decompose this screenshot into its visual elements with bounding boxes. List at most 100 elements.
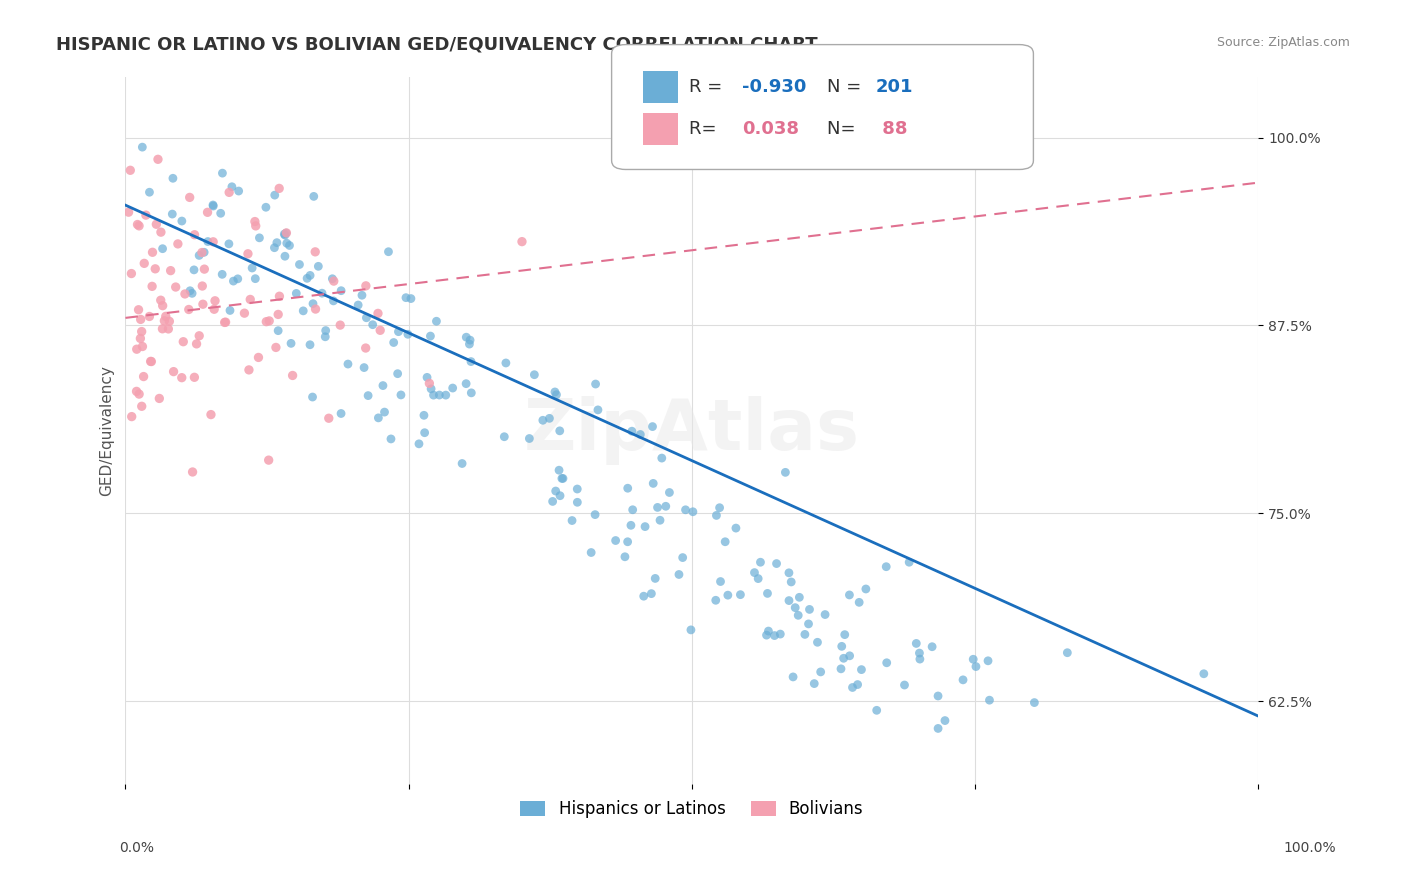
Point: [193, 245, 215, 260]
Point: [120, 163, 142, 178]
Point: [749, 555, 772, 569]
Point: [747, 572, 769, 586]
Point: [128, 302, 150, 317]
Point: [202, 199, 225, 213]
Legend: Hispanics or Latinos, Bolivians: Hispanics or Latinos, Bolivians: [513, 794, 870, 825]
Point: [134, 256, 156, 270]
Point: [855, 582, 877, 596]
Point: [799, 602, 821, 616]
Point: [247, 351, 270, 365]
Text: 100.0%: 100.0%: [1284, 841, 1336, 855]
Point: [730, 588, 752, 602]
Point: [714, 534, 737, 549]
Point: [159, 263, 181, 277]
Point: [181, 465, 204, 479]
Point: [145, 217, 167, 231]
Point: [209, 206, 232, 220]
Point: [682, 505, 704, 519]
Point: [789, 591, 811, 605]
Point: [132, 369, 155, 384]
Point: [548, 489, 571, 503]
Point: [541, 494, 564, 508]
Point: [841, 681, 863, 695]
Point: [249, 231, 271, 245]
Point: [810, 665, 832, 679]
Point: [177, 302, 200, 317]
Point: [413, 425, 436, 440]
Point: [613, 549, 636, 564]
Point: [233, 306, 256, 320]
Point: [763, 629, 786, 643]
Point: [174, 287, 197, 301]
Point: [183, 370, 205, 384]
Point: [152, 322, 174, 336]
Point: [876, 656, 898, 670]
Point: [162, 171, 184, 186]
Point: [704, 593, 727, 607]
Point: [510, 235, 533, 249]
Point: [962, 652, 984, 666]
Point: [908, 646, 931, 660]
Point: [170, 214, 193, 228]
Point: [456, 330, 478, 344]
Point: [395, 291, 418, 305]
Text: -0.930: -0.930: [742, 78, 807, 95]
Point: [672, 550, 695, 565]
Point: [315, 324, 337, 338]
Point: [377, 244, 399, 259]
Point: [495, 356, 517, 370]
Point: [243, 214, 266, 228]
Point: [221, 179, 243, 194]
Point: [834, 627, 856, 641]
Point: [706, 508, 728, 523]
Point: [519, 432, 541, 446]
Point: [717, 588, 740, 602]
Point: [851, 663, 873, 677]
Point: [266, 235, 288, 250]
Point: [389, 388, 412, 402]
Point: [905, 636, 928, 650]
Point: [152, 242, 174, 256]
Point: [202, 302, 225, 317]
Point: [285, 286, 308, 301]
Point: [427, 388, 450, 402]
Text: 88: 88: [876, 120, 907, 138]
Point: [373, 405, 395, 419]
Point: [441, 381, 464, 395]
Point: [141, 354, 163, 368]
Point: [898, 555, 921, 569]
Point: [181, 286, 204, 301]
Point: [605, 533, 627, 548]
Point: [197, 205, 219, 219]
Point: [307, 260, 329, 274]
Point: [301, 390, 323, 404]
Point: [538, 411, 561, 425]
Point: [425, 314, 447, 328]
Point: [302, 296, 325, 310]
Point: [149, 225, 172, 239]
Point: [620, 518, 643, 533]
Point: [143, 261, 166, 276]
Point: [780, 574, 803, 589]
Point: [121, 409, 143, 424]
Point: [367, 306, 389, 320]
Point: [814, 607, 837, 622]
Point: [908, 652, 931, 666]
Point: [330, 407, 353, 421]
Y-axis label: GED/Equivalency: GED/Equivalency: [100, 365, 114, 496]
Point: [709, 574, 731, 589]
Point: [782, 670, 804, 684]
Point: [131, 140, 153, 154]
Point: [263, 188, 285, 202]
Point: [191, 279, 214, 293]
Point: [201, 198, 224, 212]
Point: [793, 627, 815, 641]
Point: [292, 303, 315, 318]
Point: [668, 567, 690, 582]
Point: [523, 368, 546, 382]
Point: [787, 608, 810, 623]
Point: [226, 272, 249, 286]
Point: [778, 593, 800, 607]
Point: [330, 284, 353, 298]
Point: [1192, 666, 1215, 681]
